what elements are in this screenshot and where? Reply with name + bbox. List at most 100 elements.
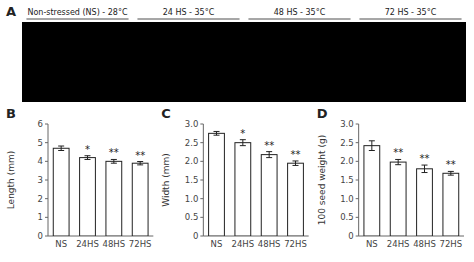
error-cap xyxy=(214,131,220,132)
bar-panel: BLength (mm)0123456NS24HS*48HS**72HS** xyxy=(6,106,153,249)
error-cap xyxy=(266,157,272,158)
x-tick-label: 24HS xyxy=(76,239,99,249)
panel-label: A xyxy=(6,4,16,19)
y-tick-label: 0 xyxy=(348,231,353,241)
plot-marks xyxy=(209,131,304,236)
y-tick-label: 1 xyxy=(38,212,43,222)
x-tick-label: NS xyxy=(211,239,223,249)
x-tick-label: NS xyxy=(55,239,67,249)
error-bar xyxy=(293,161,299,165)
y-tick-label: 0.5 xyxy=(185,212,199,222)
error-cap xyxy=(111,163,117,164)
y-tick-label: 1.0 xyxy=(340,194,354,204)
error-cap xyxy=(293,165,299,166)
photo-label: 24 HS - 35°C xyxy=(163,8,215,17)
photo-label-line xyxy=(248,19,350,20)
error-bar xyxy=(111,159,117,163)
error-line xyxy=(113,159,114,163)
y-axis xyxy=(203,124,204,236)
bar xyxy=(209,133,225,236)
y-tick-label: 4 xyxy=(38,156,43,166)
error-bar xyxy=(448,171,454,175)
significance-label: ** xyxy=(109,147,119,158)
panel-label: D xyxy=(317,106,328,121)
x-tick-label: 48HS xyxy=(103,239,126,249)
figure: ANon-stressed (NS) - 28°C24 HS - 35°C48 … xyxy=(0,0,474,262)
y-tick-label: 3.0 xyxy=(340,119,354,129)
bar xyxy=(364,146,380,236)
plot-marks xyxy=(53,146,148,236)
y-tick-label: 1.5 xyxy=(340,175,354,185)
x-tick-label: 24HS xyxy=(232,239,255,249)
error-cap xyxy=(369,150,375,151)
error-cap xyxy=(137,161,143,162)
bar-panel: D100 seed weight (g)00.51.01.52.02.53.0N… xyxy=(317,106,464,249)
error-bar xyxy=(266,152,272,158)
error-cap xyxy=(448,175,454,176)
error-bar xyxy=(369,141,375,151)
error-bar xyxy=(58,146,64,150)
y-axis-label: Width (mm) xyxy=(161,153,171,207)
y-axis xyxy=(358,124,359,236)
y-tick-label: 0 xyxy=(38,231,43,241)
plot-marks xyxy=(364,141,459,236)
panel-label: B xyxy=(6,106,16,121)
error-line xyxy=(61,146,62,150)
error-line xyxy=(371,141,372,151)
bar xyxy=(132,163,148,236)
error-bar xyxy=(214,131,220,135)
x-tick-label: 24HS xyxy=(387,239,410,249)
significance-label: ** xyxy=(135,150,145,161)
error-cap xyxy=(58,150,64,151)
error-cap xyxy=(395,159,401,160)
y-tick-label: 2 xyxy=(38,194,43,204)
y-tick-label: 2.0 xyxy=(185,156,199,166)
photo-label: Non-stressed (NS) - 28°C xyxy=(27,8,128,17)
bar xyxy=(288,163,304,236)
photo-label-line xyxy=(26,19,128,20)
x-tick-label: 72HS xyxy=(284,239,307,249)
error-cap xyxy=(448,171,454,172)
error-bar xyxy=(85,156,91,160)
error-line xyxy=(87,156,88,160)
error-cap xyxy=(111,159,117,160)
y-axis-label: 100 seed weight (g) xyxy=(317,135,327,225)
error-bar xyxy=(395,159,401,164)
bar xyxy=(80,158,96,236)
error-cap xyxy=(266,151,272,152)
error-line xyxy=(269,152,270,158)
bar xyxy=(106,161,122,236)
photo-label-line xyxy=(359,19,461,20)
error-bar xyxy=(240,140,246,146)
photo-label: 72 HS - 35°C xyxy=(385,8,437,17)
y-tick-label: 0.5 xyxy=(340,212,354,222)
bar xyxy=(235,143,251,236)
y-axis xyxy=(48,124,49,236)
error-cap xyxy=(369,140,375,141)
significance-label: * xyxy=(85,144,90,155)
significance-label: ** xyxy=(264,140,274,151)
y-tick-label: 5 xyxy=(38,138,43,148)
panel-label: C xyxy=(161,106,171,121)
bar xyxy=(443,173,459,236)
error-cap xyxy=(293,160,299,161)
error-line xyxy=(216,131,217,135)
significance-label: ** xyxy=(291,149,301,160)
bar xyxy=(53,148,69,236)
y-tick-label: 0 xyxy=(193,231,198,241)
error-cap xyxy=(85,155,91,156)
y-tick-label: 6 xyxy=(38,119,43,129)
photo-area xyxy=(22,22,466,102)
error-line xyxy=(398,159,399,164)
y-tick-label: 2.0 xyxy=(340,156,354,166)
x-tick-label: NS xyxy=(366,239,378,249)
x-tick-label: 72HS xyxy=(440,239,463,249)
x-tick-label: 72HS xyxy=(129,239,152,249)
y-axis-label: Length (mm) xyxy=(6,151,16,209)
error-line xyxy=(450,171,451,175)
error-bar xyxy=(137,162,143,165)
y-tick-label: 3.0 xyxy=(185,119,199,129)
significance-label: ** xyxy=(393,147,403,158)
error-line xyxy=(140,162,141,165)
background xyxy=(0,0,474,262)
